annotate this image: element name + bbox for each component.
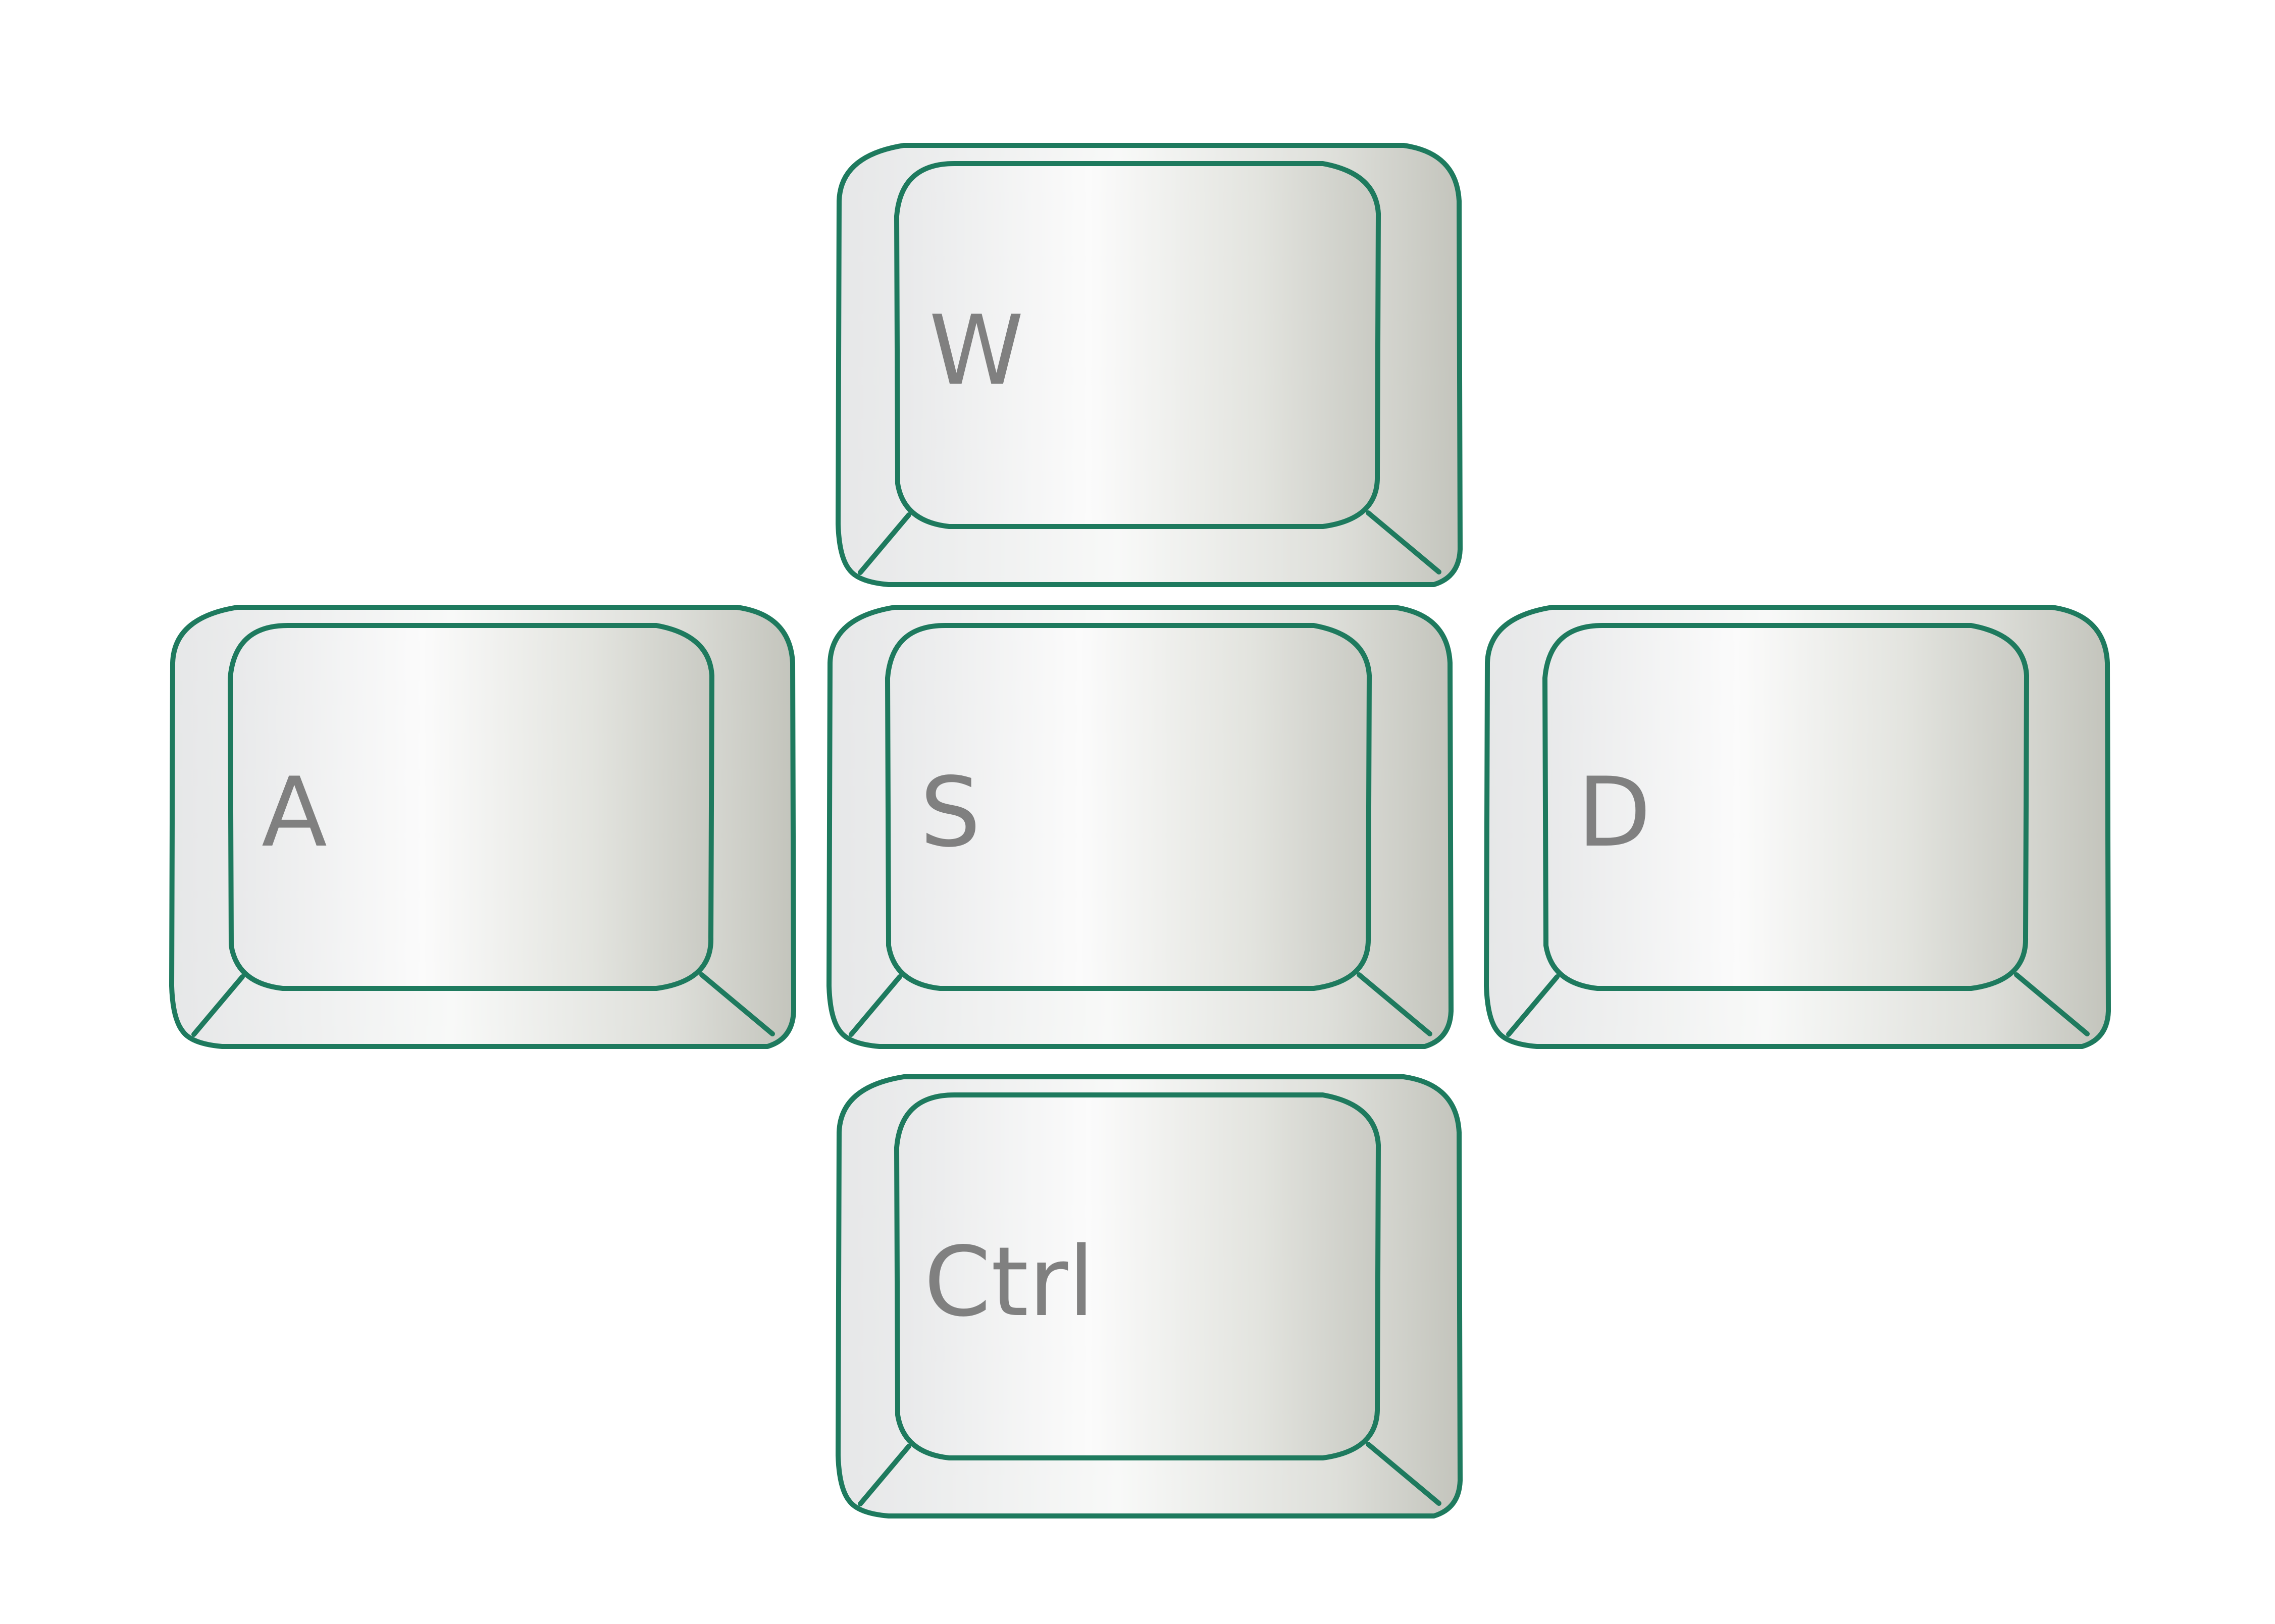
key-s-label: S <box>920 757 981 868</box>
key-ctrl-label: Ctrl <box>924 1226 1095 1338</box>
key-w-label: W <box>929 295 1024 406</box>
key-w[interactable]: W <box>838 145 1460 585</box>
key-ctrl[interactable]: Ctrl <box>838 1077 1460 1516</box>
key-d[interactable]: D <box>1486 607 2108 1046</box>
key-a[interactable]: A <box>172 607 794 1046</box>
key-a-label: A <box>262 757 327 868</box>
key-s[interactable]: S <box>829 607 1451 1046</box>
key-d-label: D <box>1577 757 1651 868</box>
